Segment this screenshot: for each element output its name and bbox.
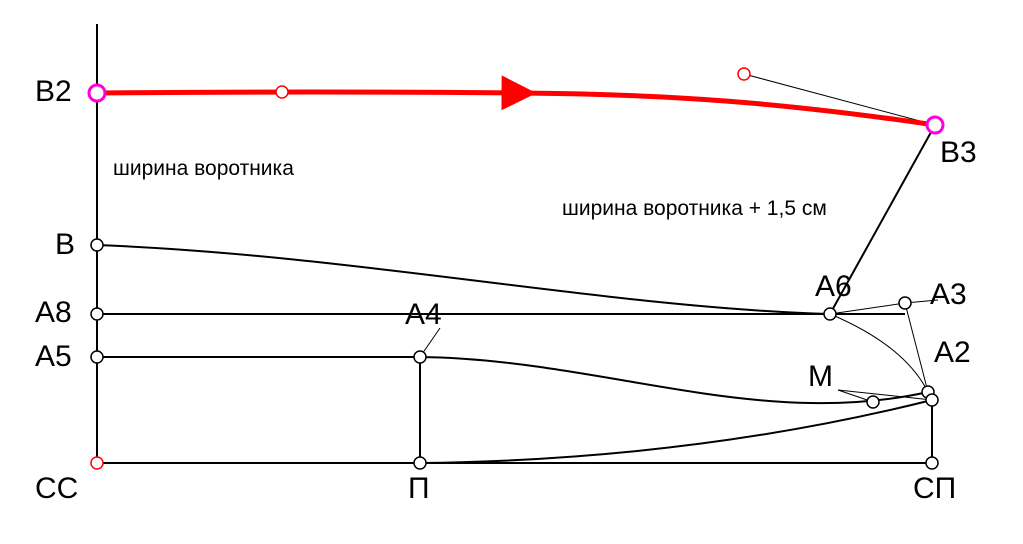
- marker-a3: [899, 297, 911, 309]
- label-p: П: [408, 472, 430, 506]
- marker-p: [414, 457, 426, 469]
- red-curve-right: [519, 93, 935, 125]
- geometry-group: [97, 24, 938, 463]
- red-curve-left: [97, 92, 519, 93]
- note-width-collar: ширина воротника: [113, 157, 294, 181]
- markers-group: [89, 68, 943, 469]
- curve-p-m2: [420, 400, 932, 463]
- marker-b: [91, 239, 103, 251]
- marker-m2: [926, 394, 938, 406]
- label-b3: В3: [940, 136, 977, 170]
- marker-a5: [91, 351, 103, 363]
- line-ctrl-b3: [744, 74, 935, 125]
- marker-a8: [91, 308, 103, 320]
- marker-cc: [91, 457, 103, 469]
- curve-b-a6: [97, 245, 830, 314]
- label-a4: А4: [405, 298, 442, 332]
- marker-red-ctrl: [738, 68, 750, 80]
- label-b: В: [55, 228, 75, 262]
- diagram-canvas: [0, 0, 1023, 544]
- curve-a4-a2: [420, 357, 928, 403]
- marker-red-mid: [276, 86, 288, 98]
- label-a6: А6: [815, 270, 852, 304]
- label-m: М: [808, 360, 833, 394]
- label-a5: А5: [35, 340, 72, 374]
- label-b2: В2: [35, 75, 72, 109]
- marker-a6: [824, 308, 836, 320]
- label-sp: СП: [913, 472, 956, 506]
- label-cc: СС: [35, 472, 78, 506]
- marker-m: [867, 396, 879, 408]
- marker-sp: [926, 457, 938, 469]
- note-width-collar-plus: ширина воротника + 1,5 см: [562, 197, 827, 221]
- marker-b2: [89, 85, 105, 101]
- label-a2: А2: [934, 336, 971, 370]
- label-a8: А8: [35, 296, 72, 330]
- marker-b3: [927, 117, 943, 133]
- label-a3: А3: [930, 278, 967, 312]
- marker-a4: [414, 351, 426, 363]
